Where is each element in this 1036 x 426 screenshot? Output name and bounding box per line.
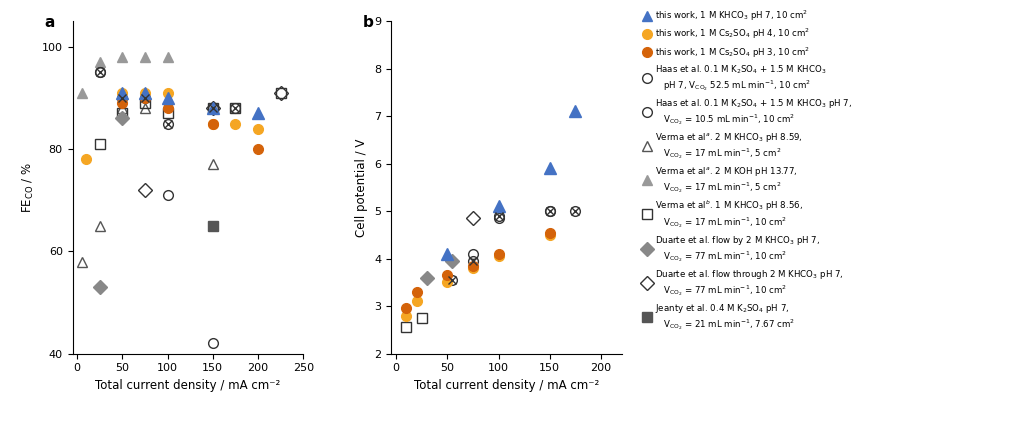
X-axis label: Total current density / mA cm⁻²: Total current density / mA cm⁻² xyxy=(95,379,281,392)
X-axis label: Total current density / mA cm⁻²: Total current density / mA cm⁻² xyxy=(413,379,599,392)
Legend: this work, 1 M KHCO$_3$ pH 7, 10 cm$^2$, this work, 1 M Cs$_2$SO$_4$ pH 4, 10 cm: this work, 1 M KHCO$_3$ pH 7, 10 cm$^2$,… xyxy=(641,9,853,332)
Text: a: a xyxy=(45,14,55,30)
Y-axis label: FE$_{\rm CO}$ / %: FE$_{\rm CO}$ / % xyxy=(21,162,36,213)
Y-axis label: Cell potential / V: Cell potential / V xyxy=(355,138,369,236)
Text: b: b xyxy=(364,14,374,30)
